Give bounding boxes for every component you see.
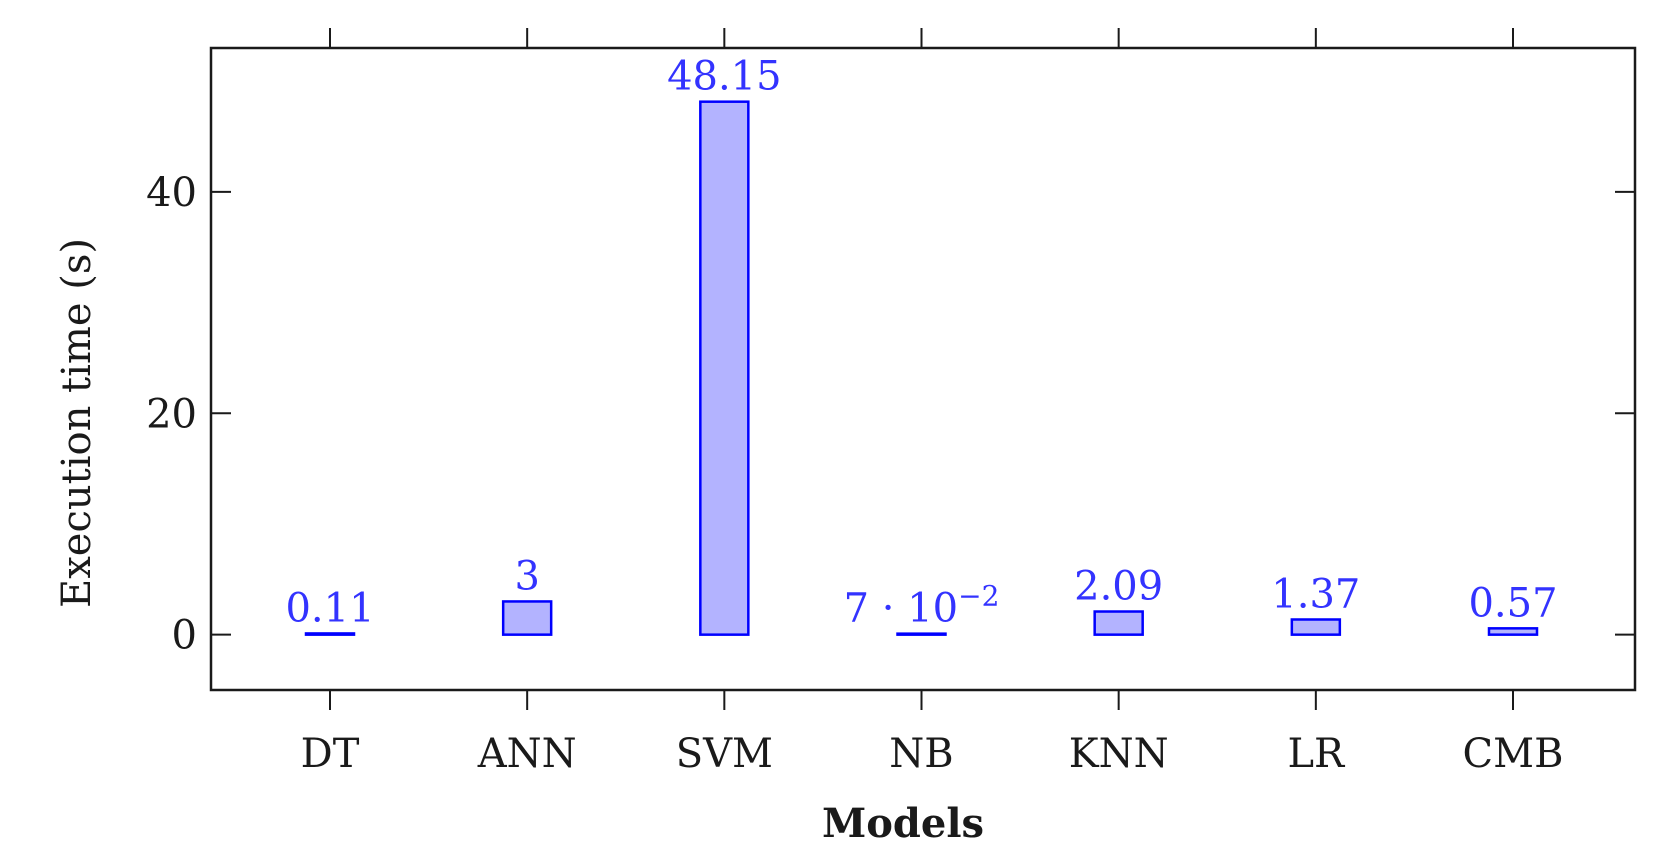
bar-svm: [699, 100, 750, 636]
bar-knn: [1093, 610, 1144, 636]
data-label-lr: 1.37: [1271, 571, 1360, 617]
x-tick-label-dt: DT: [301, 731, 360, 777]
x-tick-label-svm: SVM: [676, 731, 773, 777]
bar-cmb: [1487, 627, 1539, 636]
y-tick-label: 40: [146, 170, 197, 216]
bar-dt: [304, 632, 356, 636]
data-label-knn: 2.09: [1074, 564, 1163, 610]
y-axis-ticks: [211, 190, 1635, 636]
x-tick-label-cmb: CMB: [1463, 731, 1564, 777]
data-label-dt: 0.11: [285, 585, 374, 631]
x-tick-label-lr: LR: [1287, 731, 1346, 777]
x-axis-title: Models: [822, 800, 984, 847]
data-labels: 0.11 3 48.15 7 · 10−2 2.09 1.37 0.57: [285, 54, 1557, 632]
y-tick-label: 0: [172, 613, 197, 659]
bar-ann: [501, 600, 553, 636]
x-tick-label-nb: NB: [889, 731, 953, 777]
x-tick-label-knn: KNN: [1069, 731, 1169, 777]
x-tick-labels: DT ANN SVM NB KNN LR CMB: [301, 731, 1564, 777]
x-tick-label-ann: ANN: [477, 731, 577, 777]
y-tick-labels: 0 20 40: [146, 170, 197, 659]
data-label-cmb: 0.57: [1468, 580, 1557, 626]
bar-series: [304, 100, 1539, 636]
y-tick-label: 20: [146, 391, 197, 437]
data-label-svm: 48.15: [667, 54, 782, 100]
x-axis-ticks: [329, 28, 1514, 710]
bar-lr: [1290, 618, 1342, 636]
data-label-nb: 7 · 10−2: [844, 580, 1000, 632]
y-axis-title: Execution time (s): [54, 238, 100, 608]
bar-nb: [896, 632, 947, 636]
plot-frame: [209, 46, 1637, 692]
data-label-ann: 3: [514, 553, 539, 599]
